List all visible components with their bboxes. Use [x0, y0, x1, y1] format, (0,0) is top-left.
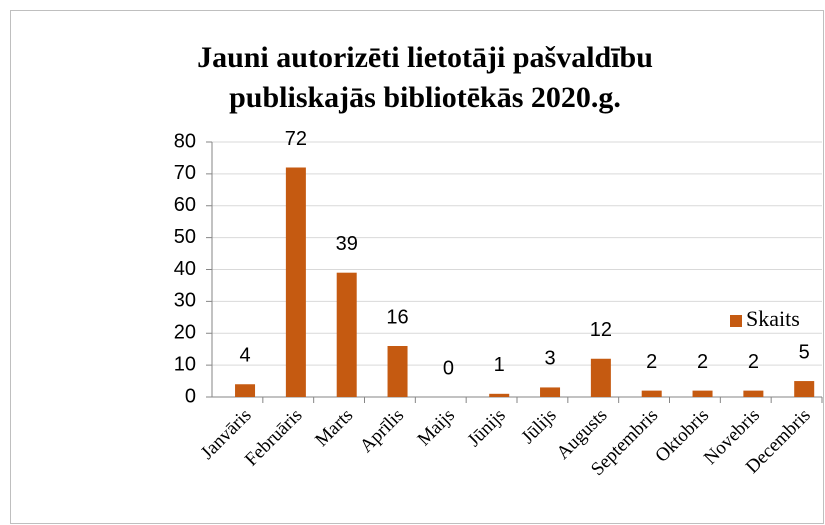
y-tick-label: 70 — [174, 162, 196, 184]
y-tick-label: 80 — [174, 130, 196, 152]
data-label: 16 — [386, 306, 408, 328]
y-tick-label: 40 — [174, 258, 196, 280]
y-tick-label: 30 — [174, 290, 196, 312]
bar — [794, 381, 815, 397]
chart-title: Jauni autorizēti lietotāji pašvaldību — [197, 41, 653, 74]
y-tick-label: 60 — [174, 194, 196, 216]
data-label: 72 — [285, 128, 307, 150]
bar — [235, 384, 256, 397]
chart-border — [10, 10, 824, 524]
chart-subtitle: publiskajās bibliotēkās 2020.g. — [229, 81, 621, 114]
legend-label: Skaits — [746, 306, 800, 331]
data-label: 2 — [697, 351, 708, 373]
data-label: 39 — [336, 233, 358, 255]
y-tick-label: 20 — [174, 322, 196, 344]
bar — [641, 390, 662, 397]
bar — [743, 390, 764, 397]
bar — [540, 387, 561, 397]
bar — [285, 167, 306, 397]
data-label: 4 — [239, 345, 250, 367]
data-label: 5 — [799, 341, 810, 363]
bar — [692, 390, 713, 397]
y-tick-label: 50 — [174, 226, 196, 248]
data-label: 12 — [590, 319, 612, 341]
data-label: 2 — [646, 351, 657, 373]
y-tick-label: 0 — [185, 385, 196, 407]
data-label: 0 — [443, 357, 454, 379]
bar — [387, 346, 408, 397]
legend-swatch — [730, 315, 742, 327]
data-label: 3 — [544, 348, 555, 370]
bar — [590, 358, 611, 397]
bar — [336, 272, 357, 397]
data-label: 1 — [494, 354, 505, 376]
bar — [489, 393, 510, 397]
y-tick-label: 10 — [174, 353, 196, 375]
data-label: 2 — [748, 351, 759, 373]
